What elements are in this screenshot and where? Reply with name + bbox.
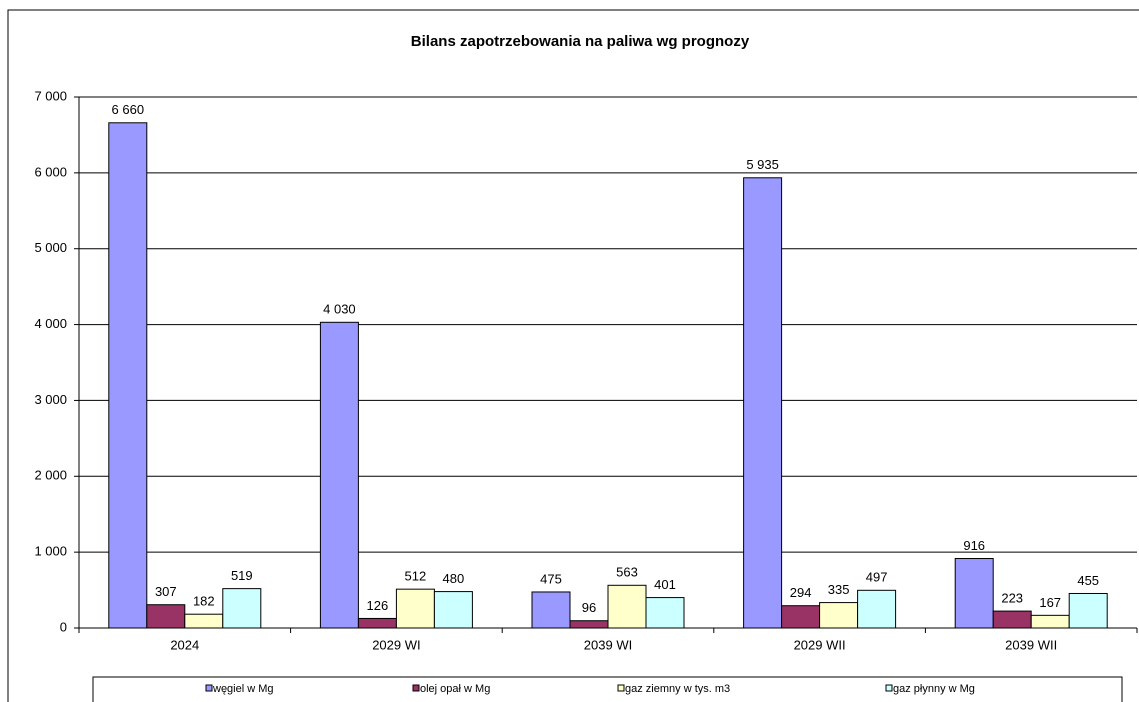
y-tick-label: 2 000: [34, 468, 67, 483]
data-label: 519: [231, 568, 253, 583]
bar: [992, 610, 1032, 629]
legend-label leg: gaz ziemny w tys. m3: [625, 683, 730, 695]
data-label: 182: [193, 594, 215, 609]
x-tick-label: 2024: [170, 637, 199, 652]
bar: [531, 591, 571, 629]
legend-box: [92, 676, 1123, 702]
bar: [954, 558, 994, 629]
data-label: 126: [367, 598, 389, 613]
data-label: 475: [540, 571, 562, 586]
bar: [645, 597, 685, 629]
bar: [184, 613, 224, 629]
x-tick-label: 2029 WII: [794, 637, 846, 652]
legend-swatch: [885, 684, 893, 692]
bar: [146, 604, 186, 629]
legend-swatch: [205, 684, 213, 692]
data-label: 223: [1001, 591, 1023, 606]
bar: [108, 122, 148, 629]
data-label: 335: [828, 582, 850, 597]
data-label: 563: [616, 565, 638, 580]
bar: [395, 588, 435, 629]
bar: [319, 321, 359, 629]
chart-frame: [7, 9, 1139, 702]
y-tick-label: 5 000: [34, 240, 67, 255]
bar: [357, 617, 397, 629]
data-label: 480: [443, 571, 465, 586]
y-tick-label: 4 000: [34, 316, 67, 331]
data-label: 5 935: [746, 157, 779, 172]
bar: [433, 591, 473, 629]
legend-label leg: gaz płynny w Mg: [893, 683, 975, 695]
legend-label leg: olej opał w Mg: [420, 683, 490, 695]
bar: [743, 177, 783, 629]
bar: [569, 620, 609, 629]
data-label: 294: [790, 585, 812, 600]
y-tick-label: 7 000: [34, 88, 67, 103]
data-label: 497: [866, 570, 888, 585]
chart-title: Bilans zapotrzebowania na paliwa wg prog…: [411, 33, 750, 50]
y-tick-label: 6 000: [34, 164, 67, 179]
bar: [222, 588, 262, 629]
bar: [781, 605, 821, 629]
bar: [857, 589, 897, 629]
legend-swatch: [412, 684, 420, 692]
data-label: 6 660: [112, 102, 145, 117]
data-label: 455: [1077, 573, 1099, 588]
y-tick-label: 1 000: [34, 544, 67, 559]
bar: [1030, 614, 1070, 629]
x-tick-label: 2039 WII: [1005, 637, 1057, 652]
data-label: 307: [155, 584, 177, 599]
x-tick-label: 2039 WI: [584, 637, 632, 652]
legend-swatch: [617, 684, 625, 692]
y-tick-label: 3 000: [34, 392, 67, 407]
legend-label leg: węgiel w Mg: [212, 683, 274, 695]
data-label: 512: [405, 569, 427, 584]
data-label: 4 030: [323, 302, 356, 317]
y-tick-label: 0: [60, 619, 67, 634]
data-label: 916: [963, 538, 985, 553]
bar: [819, 602, 859, 629]
x-tick-label: 2029 WI: [372, 637, 420, 652]
bar: [1068, 592, 1108, 629]
data-label: 167: [1039, 595, 1061, 610]
data-label: 96: [582, 600, 596, 615]
data-label: 401: [654, 577, 676, 592]
bar: [607, 584, 647, 629]
